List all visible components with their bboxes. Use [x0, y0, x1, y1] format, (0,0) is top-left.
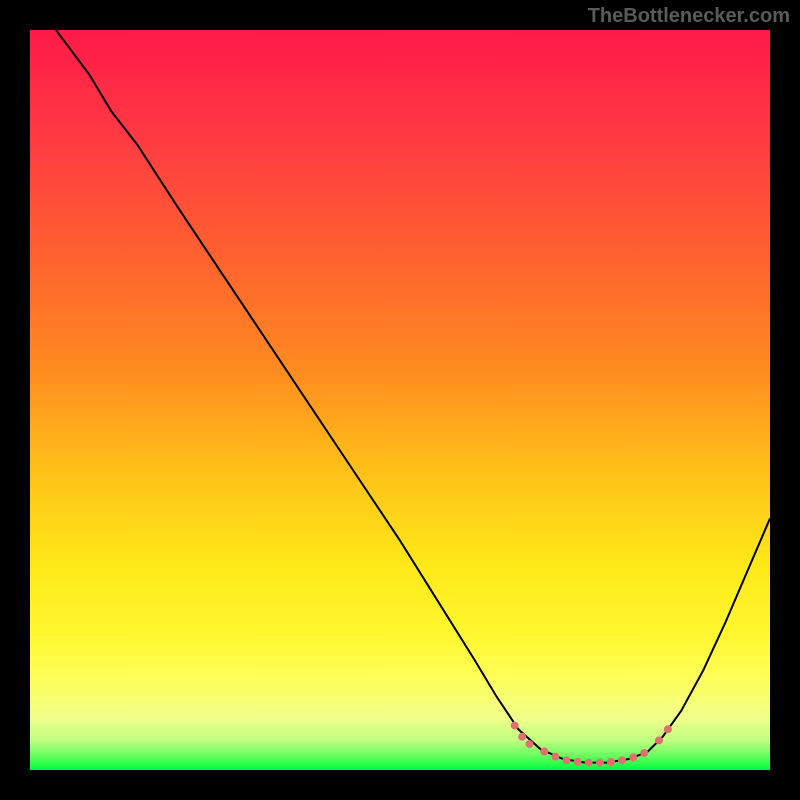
dot — [607, 758, 615, 766]
dot — [664, 725, 672, 733]
dot — [511, 722, 519, 730]
dot — [629, 753, 637, 761]
dot — [618, 756, 626, 764]
dot — [563, 756, 571, 764]
dot — [540, 748, 548, 756]
chart-svg — [30, 30, 770, 770]
gradient-background — [30, 30, 770, 770]
dot — [551, 753, 559, 761]
chart-container — [30, 30, 770, 770]
dot — [574, 758, 582, 766]
dot — [640, 749, 648, 757]
watermark-text: TheBottlenecker.com — [588, 5, 790, 28]
dot — [518, 733, 526, 741]
dot — [585, 759, 593, 767]
dot — [655, 736, 663, 744]
dot — [526, 740, 534, 748]
dot — [596, 759, 604, 767]
